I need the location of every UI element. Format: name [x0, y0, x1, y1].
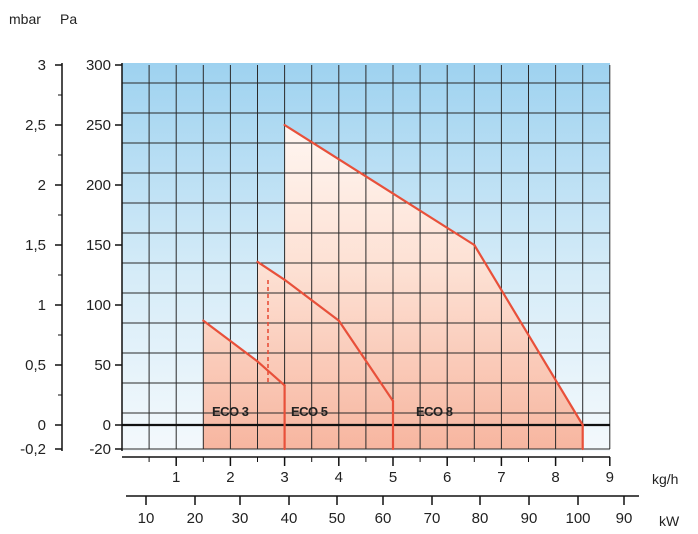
pa-tick-label: 0 [103, 417, 111, 434]
kgh-tick-label: 3 [280, 469, 288, 486]
pa-tick-label: 100 [86, 297, 111, 314]
series-label-eco5: ECO 5 [291, 404, 328, 419]
kw-tick-label: 90 [521, 510, 538, 527]
series-label-eco8: ECO 8 [416, 404, 453, 419]
x-axis-kgh-unit: kg/h [652, 471, 678, 487]
series-lines [202, 123, 584, 451]
mbar-tick-label: 1,5 [25, 237, 46, 254]
kw-tick-label: 90 [616, 510, 633, 527]
kw-tick-label: 80 [472, 510, 489, 527]
series-1-segment [256, 360, 286, 387]
mbar-tick-label: 2,5 [25, 117, 46, 134]
series-label-eco3: ECO 3 [212, 404, 249, 419]
y-axis-pa-unit: Pa [60, 11, 77, 27]
kgh-tick-label: 4 [335, 469, 343, 486]
kw-tick-label: 20 [187, 510, 204, 527]
x-axis-kgh: 1 2 3 4 5 6 7 8 9 [148, 457, 614, 486]
x-axis-kw: 10 20 30 40 50 60 70 80 90 100 90 [138, 496, 633, 527]
y-axis-mbar: 3 2,5 2 1,5 1 0,5 0 -0,2 [20, 57, 62, 458]
series-2-segment [283, 278, 340, 322]
kgh-tick-label: 9 [606, 469, 614, 486]
kgh-tick-label: 8 [551, 469, 559, 486]
y-axis-pa: 300 250 200 150 100 50 0 -20 [86, 57, 122, 458]
mbar-tick-label: 3 [38, 57, 46, 74]
mbar-tick-label: 0,5 [25, 357, 46, 374]
pa-tick-label: 300 [86, 57, 111, 74]
series-3-segment [283, 123, 476, 247]
series-3-segment [473, 243, 584, 427]
pa-tick-label: -20 [89, 441, 111, 458]
kw-tick-label: 40 [281, 510, 298, 527]
pa-tick-label: 150 [86, 237, 111, 254]
kw-tick-label: 60 [375, 510, 392, 527]
mbar-tick-label: 1 [38, 297, 46, 314]
y-axis-mbar-unit: mbar [9, 11, 41, 27]
kgh-tick-label: 1 [172, 469, 180, 486]
x-axis-kw-unit: kW [659, 513, 680, 529]
kgh-tick-label: 5 [389, 469, 397, 486]
kw-tick-label: 30 [232, 510, 249, 527]
kw-tick-label: 100 [565, 510, 590, 527]
mbar-tick-label: 2 [38, 177, 46, 194]
kw-tick-label: 70 [424, 510, 441, 527]
series-2-segment [337, 319, 395, 403]
kw-tick-label: 50 [329, 510, 346, 527]
kw-tick-label: 10 [138, 510, 155, 527]
mbar-tick-label: -0,2 [20, 441, 46, 458]
pa-tick-label: 250 [86, 117, 111, 134]
series-1-segment [202, 319, 259, 363]
kgh-tick-label: 7 [497, 469, 505, 486]
series-2-segment [256, 260, 286, 281]
mbar-tick-label: 0 [38, 417, 46, 434]
kgh-tick-label: 2 [226, 469, 234, 486]
kgh-tick-label: 6 [443, 469, 451, 486]
pa-tick-label: 50 [94, 357, 111, 374]
pa-tick-label: 200 [86, 177, 111, 194]
